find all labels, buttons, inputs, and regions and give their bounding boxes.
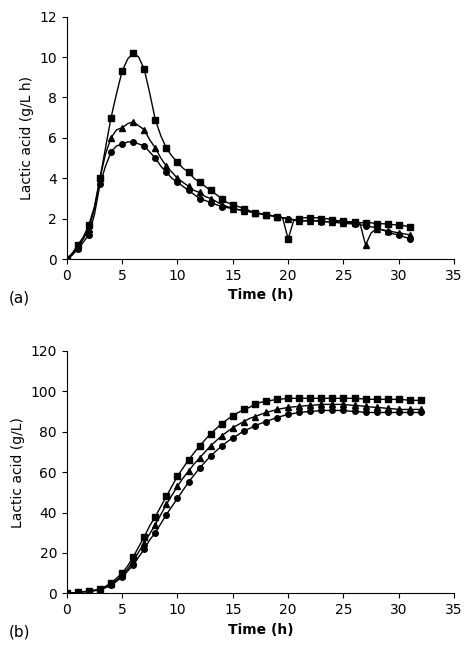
Text: (a): (a) — [9, 291, 30, 306]
Text: (b): (b) — [9, 625, 30, 640]
X-axis label: Time (h): Time (h) — [228, 622, 293, 637]
Y-axis label: Lactic acid (g/L): Lactic acid (g/L) — [11, 417, 25, 528]
X-axis label: Time (h): Time (h) — [228, 288, 293, 302]
Y-axis label: Lactic acid (g/L h): Lactic acid (g/L h) — [20, 76, 34, 200]
